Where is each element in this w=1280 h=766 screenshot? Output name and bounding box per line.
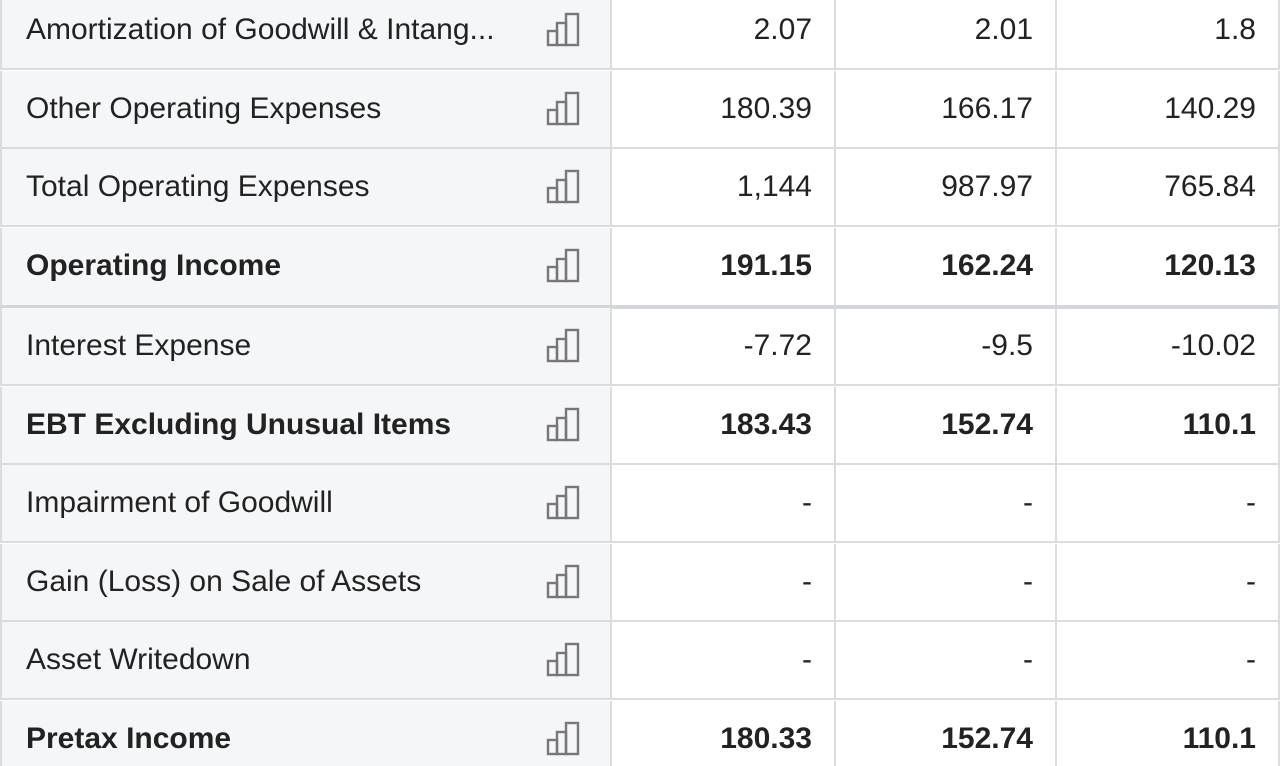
value-cell: 987.97 xyxy=(836,149,1057,225)
chart-icon[interactable] xyxy=(546,641,582,677)
chart-button[interactable] xyxy=(546,168,582,212)
table-row: Interest Expense -7.72 -9.5 -10.02 xyxy=(0,308,1280,386)
chart-icon[interactable] xyxy=(546,484,582,520)
table-row: Amortization of Goodwill & Intang... 2.07… xyxy=(0,0,1280,70)
label-text: Interest Expense xyxy=(26,329,252,362)
value-cell: - xyxy=(1057,622,1280,698)
value-cell: - xyxy=(836,622,1057,698)
value-cell: 120.13 xyxy=(1057,227,1280,305)
row-label: EBT Excluding Unusual Items xyxy=(0,386,612,463)
row-label: Gain (Loss) on Sale of Assets xyxy=(0,543,612,620)
table-row: Asset Writedown - - - xyxy=(0,622,1280,700)
chart-icon[interactable] xyxy=(546,563,582,599)
value-cell: 765.84 xyxy=(1057,149,1280,225)
row-label: Pretax Income xyxy=(0,700,612,766)
chart-button[interactable] xyxy=(546,406,582,450)
label-text: Asset Writedown xyxy=(26,643,251,676)
table-row: Impairment of Goodwill - - - xyxy=(0,465,1280,543)
chart-button[interactable] xyxy=(546,484,582,528)
value-cell: - xyxy=(612,465,836,541)
value-cell: -10.02 xyxy=(1057,308,1280,384)
table-row: Operating Income 191.15 162.24 120.13 xyxy=(0,227,1280,309)
value-cell: 152.74 xyxy=(836,386,1057,463)
chart-icon[interactable] xyxy=(546,247,582,283)
table-row: Other Operating Expenses 180.39 166.17 140.… xyxy=(0,70,1280,149)
label-text: Impairment of Goodwill xyxy=(26,486,333,519)
label-text: Operating Income xyxy=(26,249,282,282)
label-text: EBT Excluding Unusual Items xyxy=(26,407,452,441)
chart-button[interactable] xyxy=(546,641,582,685)
value-cell: - xyxy=(1057,543,1280,620)
chart-button[interactable] xyxy=(546,11,582,55)
chart-icon[interactable] xyxy=(546,327,582,363)
value-cell: 110.1 xyxy=(1057,386,1280,463)
table-row: Gain (Loss) on Sale of Assets - - - xyxy=(0,543,1280,622)
label-text: Amortization of Goodwill & Intang... xyxy=(26,13,495,46)
row-label: Impairment of Goodwill xyxy=(0,465,612,541)
chart-icon[interactable] xyxy=(546,406,582,442)
label-text: Other Operating Expenses xyxy=(26,91,382,125)
value-cell: 152.74 xyxy=(836,700,1057,766)
value-cell: - xyxy=(836,543,1057,620)
value-cell: - xyxy=(836,465,1057,541)
value-cell: 2.07 xyxy=(612,0,836,68)
value-cell: 110.1 xyxy=(1057,700,1280,766)
value-cell: - xyxy=(1057,465,1280,541)
row-label: Interest Expense xyxy=(0,308,612,384)
row-label: Asset Writedown xyxy=(0,622,612,698)
value-cell: 166.17 xyxy=(836,70,1057,147)
label-text: Total Operating Expenses xyxy=(26,170,370,203)
value-cell: 140.29 xyxy=(1057,70,1280,147)
chart-button[interactable] xyxy=(546,720,582,764)
chart-button[interactable] xyxy=(546,563,582,607)
value-cell: - xyxy=(612,622,836,698)
value-cell: 1,144 xyxy=(612,149,836,225)
chart-button[interactable] xyxy=(546,327,582,371)
value-cell: -9.5 xyxy=(836,308,1057,384)
chart-icon[interactable] xyxy=(546,720,582,756)
chart-icon[interactable] xyxy=(546,11,582,47)
chart-button[interactable] xyxy=(546,90,582,134)
value-cell: 1.8 xyxy=(1057,0,1280,68)
table-row: Pretax Income 180.33 152.74 110.1 xyxy=(0,700,1280,766)
value-cell: 2.01 xyxy=(836,0,1057,68)
row-label: Total Operating Expenses xyxy=(0,149,612,225)
label-text: Pretax Income xyxy=(26,721,232,755)
value-cell: 191.15 xyxy=(612,227,836,305)
value-cell: 180.39 xyxy=(612,70,836,147)
value-cell: 183.43 xyxy=(612,386,836,463)
table-row: EBT Excluding Unusual Items 183.43 152.74 1… xyxy=(0,386,1280,465)
table-row: Total Operating Expenses 1,144 987.97 765.8… xyxy=(0,149,1280,227)
value-cell: - xyxy=(612,543,836,620)
chart-button[interactable] xyxy=(546,247,582,291)
row-label: Amortization of Goodwill & Intang... xyxy=(0,0,612,68)
value-cell: 180.33 xyxy=(612,700,836,766)
value-cell: 162.24 xyxy=(836,227,1057,305)
row-label: Other Operating Expenses xyxy=(0,70,612,147)
chart-icon[interactable] xyxy=(546,90,582,126)
row-label: Operating Income xyxy=(0,227,612,305)
label-text: Gain (Loss) on Sale of Assets xyxy=(26,564,422,598)
value-cell: -7.72 xyxy=(612,308,836,384)
chart-icon[interactable] xyxy=(546,168,582,204)
